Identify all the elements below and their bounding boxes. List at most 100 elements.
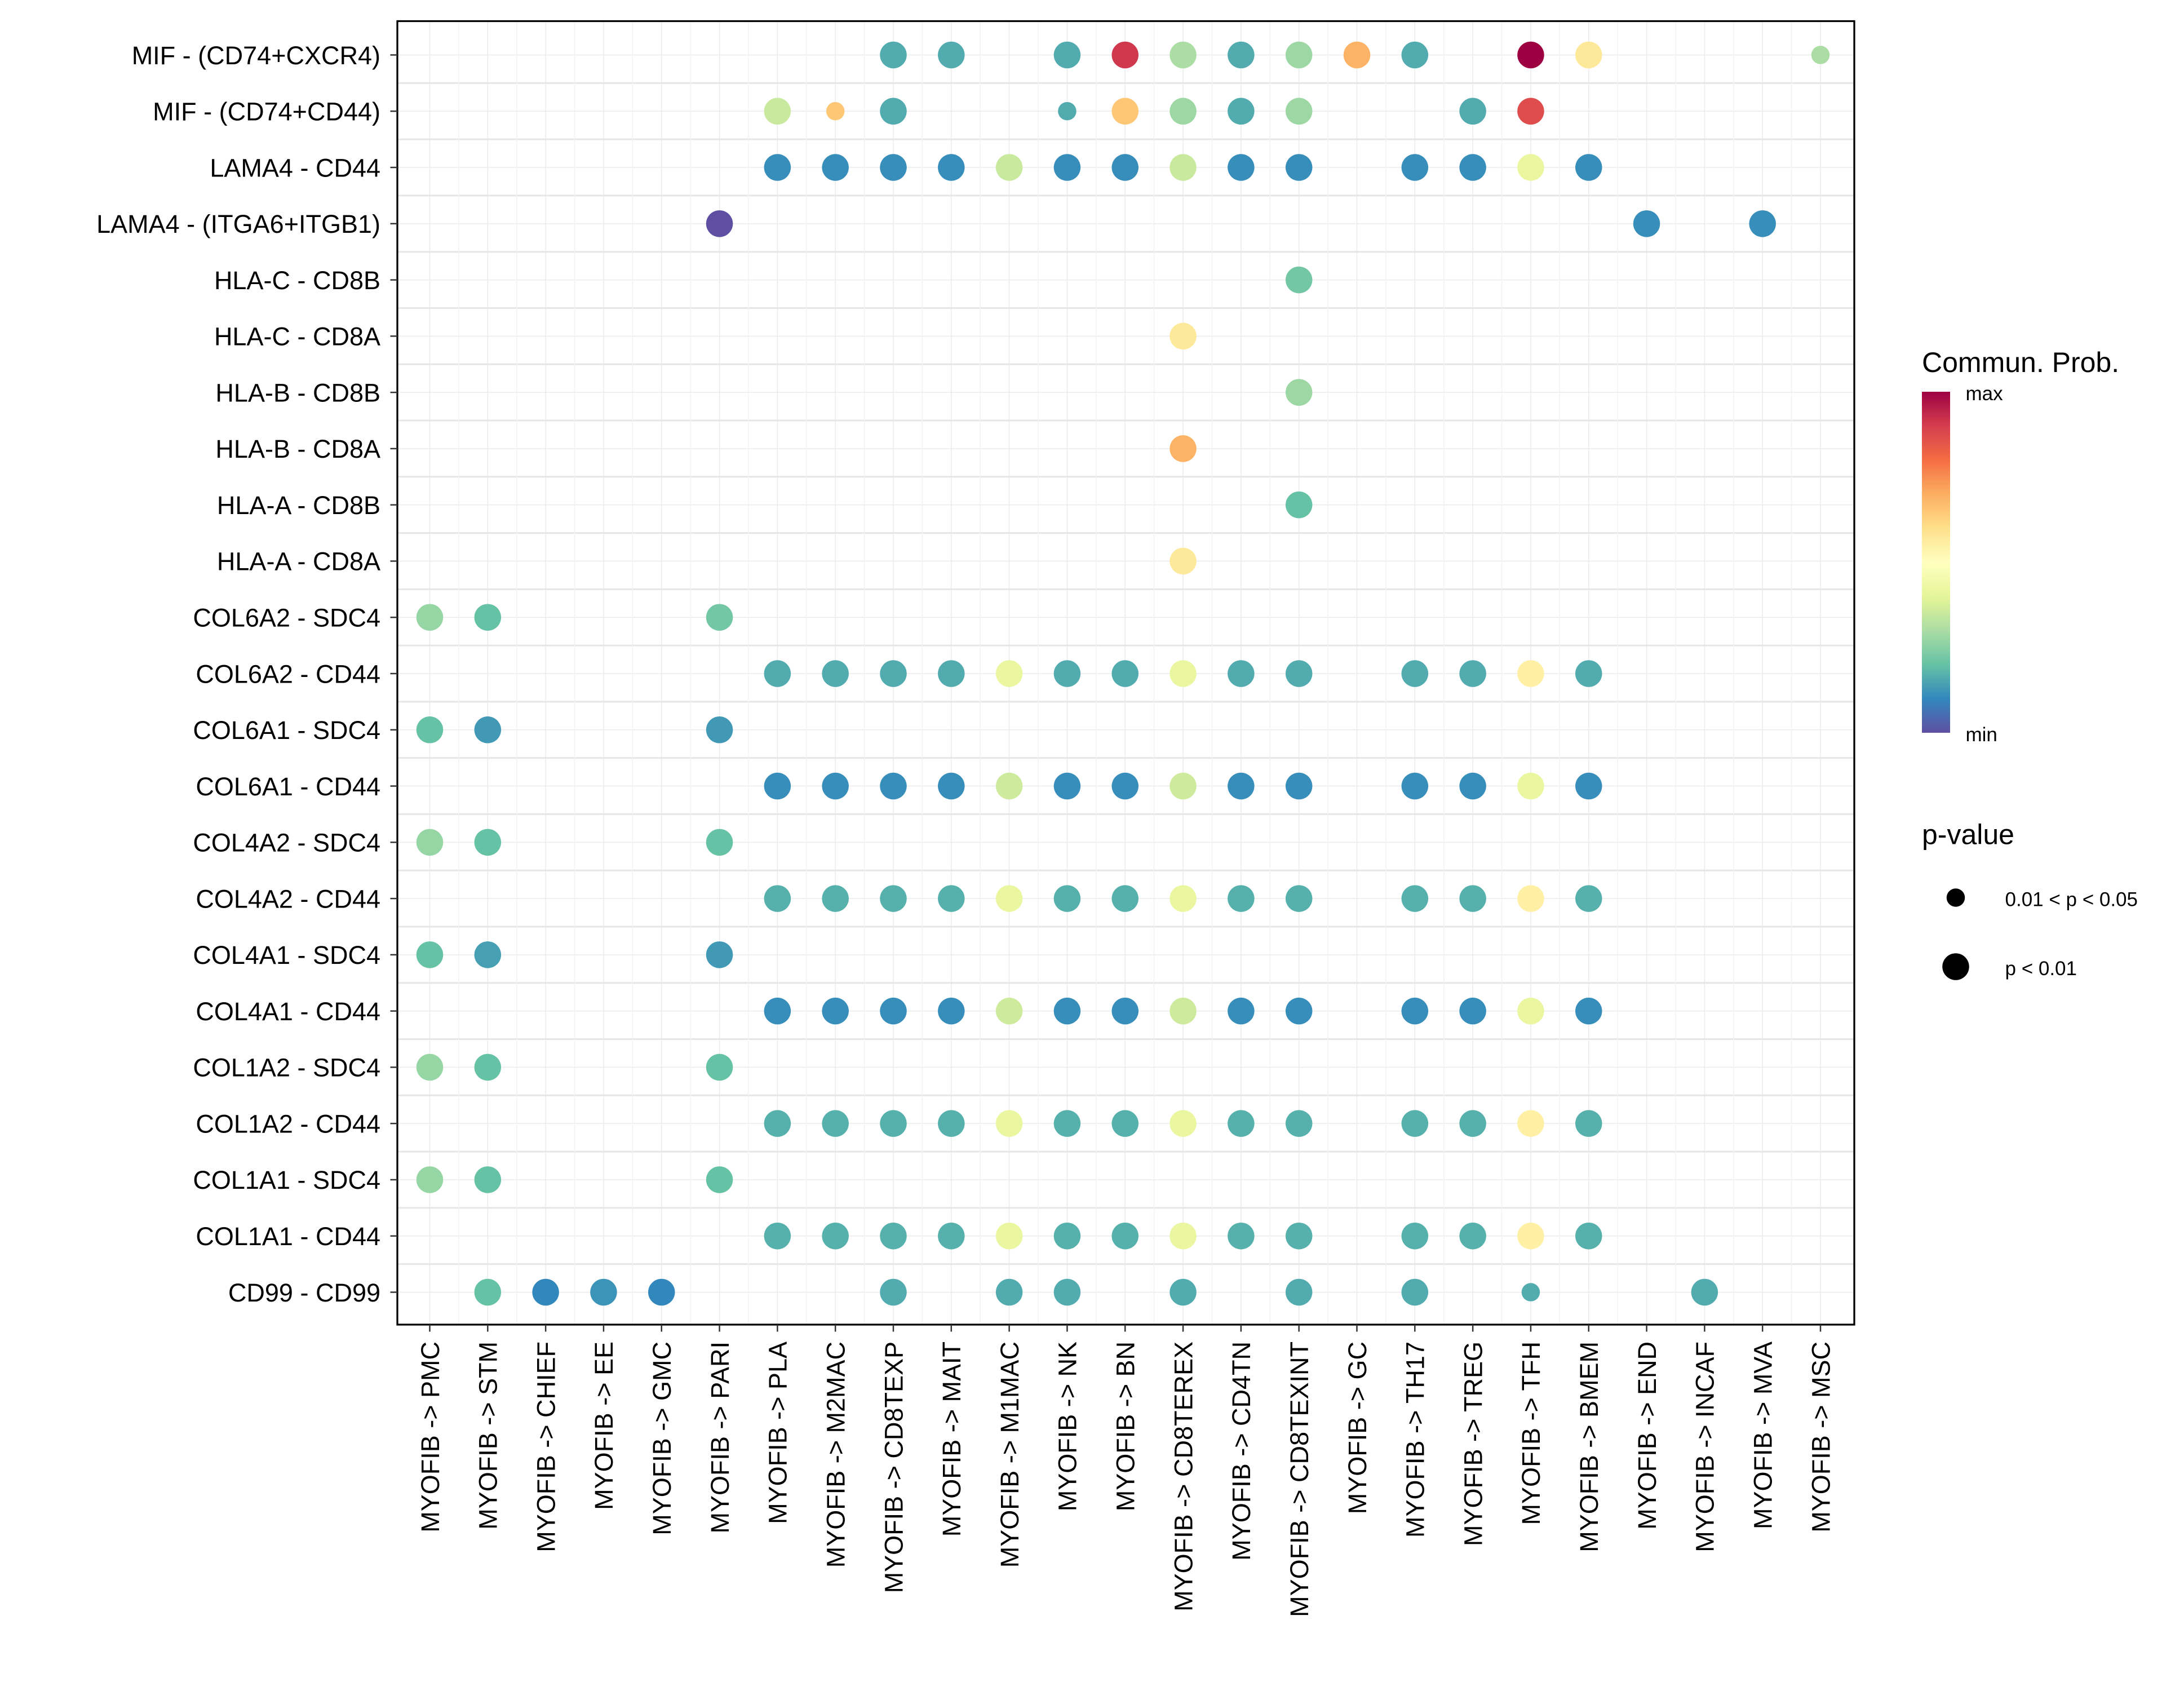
x-tick-label: MYOFIB -> EE [590, 1342, 618, 1510]
y-tick-label: COL4A1 - SDC4 [193, 941, 380, 970]
x-tick-label: MYOFIB -> TREG [1459, 1342, 1487, 1546]
data-point [474, 941, 502, 968]
data-point [995, 154, 1023, 181]
data-point [1401, 41, 1429, 69]
data-point [938, 885, 965, 912]
data-point [416, 1166, 444, 1193]
y-tick-label: HLA-B - CD8A [215, 435, 380, 463]
data-point [1169, 322, 1197, 350]
data-point [995, 1278, 1023, 1306]
data-point [1169, 41, 1197, 69]
data-point [1575, 772, 1602, 800]
size-legend-small-label: 0.01 < p < 0.05 [2005, 889, 2138, 911]
size-legend-title: p-value [1922, 819, 2014, 851]
data-point [1228, 885, 1255, 912]
data-point [1053, 1278, 1081, 1306]
data-point [416, 1053, 444, 1081]
data-point [1053, 660, 1081, 687]
data-point [764, 154, 791, 181]
data-point [416, 941, 444, 968]
data-point [1459, 98, 1486, 125]
data-point [706, 941, 733, 968]
data-point [474, 716, 502, 743]
data-point [1058, 102, 1077, 121]
data-point [1517, 885, 1544, 912]
data-point [1459, 154, 1486, 181]
data-point [474, 829, 502, 856]
data-point [995, 997, 1023, 1025]
data-point [1401, 997, 1429, 1025]
data-point [1517, 154, 1544, 181]
colorbar-max-label: max [1966, 383, 2004, 405]
data-point [1285, 997, 1313, 1025]
data-point [1575, 41, 1602, 69]
x-tick-label: MYOFIB -> CHIEF [531, 1342, 560, 1552]
data-point [1053, 997, 1081, 1025]
y-tick-label: HLA-A - CD8B [217, 491, 380, 520]
x-tick-label: MYOFIB -> TFH [1517, 1342, 1545, 1525]
data-point [938, 772, 965, 800]
y-tick-label: MIF - (CD74+CXCR4) [132, 41, 380, 70]
data-point [1169, 885, 1197, 912]
x-axis: MYOFIB -> PMC MYOFIB -> STM MYOFIB -> CHIE… [416, 1325, 1835, 1617]
y-tick-label: COL6A1 - SDC4 [193, 716, 380, 745]
data-point [1169, 1278, 1197, 1306]
data-point [1517, 772, 1544, 800]
data-point [1228, 41, 1255, 69]
x-tick-label: MYOFIB -> TH17 [1401, 1342, 1430, 1538]
y-tick-label: HLA-A - CD8A [217, 547, 380, 576]
data-point [995, 885, 1023, 912]
y-tick-label: LAMA4 - (ITGA6+ITGB1) [96, 210, 380, 238]
data-points [416, 41, 1830, 1306]
data-point [1228, 154, 1255, 181]
y-tick-label: COL4A2 - SDC4 [193, 829, 380, 857]
x-tick-label: MYOFIB -> GMC [648, 1342, 676, 1535]
colorbar [1922, 392, 1950, 733]
x-tick-label: MYOFIB -> STM [474, 1342, 503, 1530]
data-point [995, 1222, 1023, 1250]
y-tick-label: COL1A2 - SDC4 [193, 1053, 380, 1082]
data-point [1111, 660, 1138, 687]
data-point [1517, 1110, 1544, 1137]
data-point [995, 772, 1023, 800]
y-tick-label: COL4A1 - CD44 [196, 997, 380, 1026]
data-point [1285, 266, 1313, 294]
data-point [1053, 1222, 1081, 1250]
data-point [1285, 41, 1313, 69]
y-axis: MIF - (CD74+CXCR4) MIF - (CD74+CD44) LAMA4… [96, 41, 397, 1307]
data-point [706, 1053, 733, 1081]
data-point [1285, 98, 1313, 125]
x-tick-label: MYOFIB -> CD8TEXINT [1285, 1342, 1314, 1617]
data-point [1691, 1278, 1718, 1306]
size-legend-large-label: p < 0.01 [2005, 958, 2077, 980]
data-point [1575, 1110, 1602, 1137]
data-point [474, 604, 502, 631]
data-point [1111, 98, 1138, 125]
data-point [532, 1278, 559, 1306]
data-point [1111, 41, 1138, 69]
data-point [995, 660, 1023, 687]
data-point [764, 1222, 791, 1250]
data-point [822, 154, 849, 181]
data-point [880, 660, 907, 687]
data-point [1169, 997, 1197, 1025]
data-point [1111, 997, 1138, 1025]
data-point [1111, 154, 1138, 181]
data-point [1575, 997, 1602, 1025]
x-tick-label: MYOFIB -> PMC [416, 1342, 445, 1533]
x-tick-label: MYOFIB -> END [1633, 1342, 1662, 1530]
colorbar-min-label: min [1966, 724, 1997, 746]
data-point [1169, 1110, 1197, 1137]
y-tick-label: COL1A1 - CD44 [196, 1222, 380, 1251]
data-point [1053, 154, 1081, 181]
data-point [706, 716, 733, 743]
x-tick-label: MYOFIB -> BN [1111, 1342, 1140, 1511]
data-point [1169, 154, 1197, 181]
data-point [938, 154, 965, 181]
data-point [1169, 660, 1197, 687]
data-point [416, 829, 444, 856]
y-tick-label: CD99 - CD99 [228, 1278, 380, 1307]
data-point [1053, 41, 1081, 69]
data-point [1401, 660, 1429, 687]
